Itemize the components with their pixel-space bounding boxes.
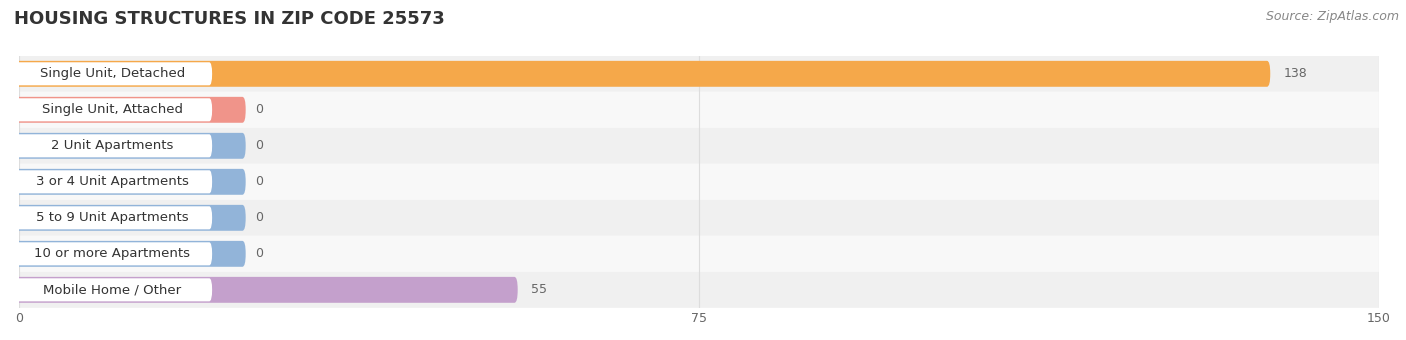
Text: 0: 0: [254, 103, 263, 116]
Text: Single Unit, Detached: Single Unit, Detached: [39, 67, 186, 80]
FancyBboxPatch shape: [10, 241, 246, 267]
FancyBboxPatch shape: [13, 170, 212, 193]
FancyBboxPatch shape: [13, 242, 212, 265]
FancyBboxPatch shape: [10, 169, 246, 195]
FancyBboxPatch shape: [20, 128, 1379, 164]
Text: Source: ZipAtlas.com: Source: ZipAtlas.com: [1265, 10, 1399, 23]
Text: 10 or more Apartments: 10 or more Apartments: [34, 247, 190, 260]
FancyBboxPatch shape: [20, 56, 1379, 92]
Text: 0: 0: [254, 139, 263, 152]
Text: 0: 0: [254, 175, 263, 188]
Text: 0: 0: [254, 247, 263, 260]
Text: 138: 138: [1284, 67, 1308, 80]
Text: HOUSING STRUCTURES IN ZIP CODE 25573: HOUSING STRUCTURES IN ZIP CODE 25573: [14, 10, 444, 28]
Text: Mobile Home / Other: Mobile Home / Other: [44, 283, 181, 296]
FancyBboxPatch shape: [10, 61, 1270, 87]
FancyBboxPatch shape: [13, 278, 212, 301]
Text: 0: 0: [254, 211, 263, 224]
FancyBboxPatch shape: [10, 205, 246, 231]
FancyBboxPatch shape: [20, 200, 1379, 236]
FancyBboxPatch shape: [10, 277, 517, 303]
FancyBboxPatch shape: [13, 98, 212, 121]
FancyBboxPatch shape: [20, 236, 1379, 272]
Text: 3 or 4 Unit Apartments: 3 or 4 Unit Apartments: [37, 175, 188, 188]
Text: 5 to 9 Unit Apartments: 5 to 9 Unit Apartments: [37, 211, 188, 224]
FancyBboxPatch shape: [10, 133, 246, 159]
FancyBboxPatch shape: [10, 97, 246, 123]
FancyBboxPatch shape: [20, 92, 1379, 128]
FancyBboxPatch shape: [20, 164, 1379, 200]
FancyBboxPatch shape: [13, 62, 212, 85]
Text: 2 Unit Apartments: 2 Unit Apartments: [51, 139, 173, 152]
Text: Single Unit, Attached: Single Unit, Attached: [42, 103, 183, 116]
FancyBboxPatch shape: [13, 206, 212, 230]
FancyBboxPatch shape: [13, 134, 212, 157]
FancyBboxPatch shape: [20, 272, 1379, 308]
Text: 55: 55: [531, 283, 547, 296]
